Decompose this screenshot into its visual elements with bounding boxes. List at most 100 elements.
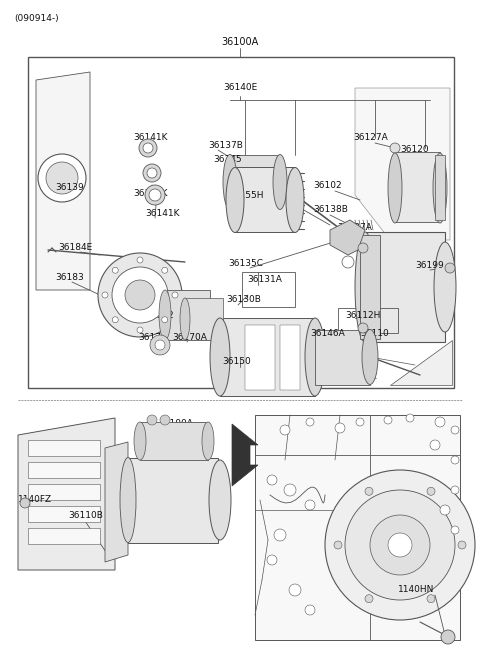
Circle shape (388, 533, 412, 557)
Ellipse shape (433, 153, 447, 223)
Bar (28, 528, 100, 544)
Circle shape (125, 280, 155, 310)
Ellipse shape (120, 457, 136, 542)
Text: 36102: 36102 (313, 181, 342, 191)
Text: 36112H: 36112H (345, 310, 380, 320)
Circle shape (145, 185, 165, 205)
Text: 36120: 36120 (400, 145, 429, 155)
Text: 36141K: 36141K (133, 132, 168, 141)
Circle shape (274, 529, 286, 541)
Text: 36183: 36183 (55, 272, 84, 282)
Text: 36139: 36139 (55, 183, 84, 193)
Circle shape (267, 475, 277, 485)
Bar (315, 330, 370, 385)
Bar (280, 325, 300, 390)
Circle shape (427, 595, 435, 603)
Circle shape (356, 418, 364, 426)
Text: 36110B: 36110B (68, 512, 103, 521)
Ellipse shape (159, 290, 171, 340)
Circle shape (306, 418, 314, 426)
Bar (28, 57, 454, 388)
Text: 36184E: 36184E (58, 244, 92, 252)
Circle shape (365, 487, 373, 495)
Circle shape (390, 143, 400, 153)
Ellipse shape (286, 168, 304, 233)
Circle shape (149, 189, 161, 201)
Polygon shape (355, 88, 450, 240)
Text: 36150: 36150 (222, 358, 251, 367)
Circle shape (445, 263, 455, 273)
Circle shape (102, 292, 108, 298)
Ellipse shape (226, 168, 244, 233)
Circle shape (143, 143, 153, 153)
Ellipse shape (202, 422, 214, 460)
Circle shape (38, 154, 86, 202)
Bar (235, 167, 295, 232)
Circle shape (358, 323, 368, 333)
Text: 36141K: 36141K (145, 208, 180, 217)
Text: 36137B: 36137B (208, 141, 243, 149)
Bar (185, 298, 223, 340)
Circle shape (147, 415, 157, 425)
Circle shape (358, 243, 368, 253)
Circle shape (162, 317, 168, 323)
Ellipse shape (273, 155, 287, 210)
Text: 36137A: 36137A (337, 223, 372, 233)
Circle shape (280, 425, 290, 435)
Circle shape (112, 267, 168, 323)
Bar (245, 325, 275, 390)
Circle shape (345, 490, 455, 600)
Circle shape (284, 484, 296, 496)
Circle shape (458, 541, 466, 549)
Ellipse shape (355, 232, 375, 342)
Text: (090914-): (090914-) (14, 14, 59, 23)
Text: 36155H: 36155H (228, 191, 264, 200)
Circle shape (143, 164, 161, 182)
Circle shape (139, 139, 157, 157)
Polygon shape (330, 220, 365, 255)
Ellipse shape (180, 298, 190, 340)
Circle shape (305, 500, 315, 510)
Ellipse shape (305, 318, 325, 396)
Bar (338, 308, 398, 333)
Ellipse shape (223, 155, 237, 210)
Polygon shape (255, 415, 460, 640)
Circle shape (46, 162, 78, 194)
Circle shape (289, 584, 301, 596)
Circle shape (147, 168, 157, 178)
Polygon shape (18, 418, 115, 570)
Ellipse shape (134, 422, 146, 460)
Text: 36100A: 36100A (221, 37, 259, 47)
Circle shape (112, 267, 118, 273)
Circle shape (342, 256, 354, 268)
Circle shape (160, 415, 170, 425)
Ellipse shape (209, 460, 231, 540)
Polygon shape (232, 424, 258, 486)
Bar (360, 235, 380, 339)
Circle shape (384, 416, 392, 424)
Text: 36146A: 36146A (310, 329, 345, 337)
Text: 36138B: 36138B (313, 206, 348, 214)
Circle shape (430, 440, 440, 450)
Circle shape (365, 595, 373, 603)
Ellipse shape (210, 318, 230, 396)
Circle shape (435, 417, 445, 427)
Circle shape (20, 498, 30, 508)
Bar (220, 318, 315, 396)
Text: 36140E: 36140E (223, 83, 257, 92)
Bar (28, 484, 100, 500)
Text: 1140HN: 1140HN (398, 586, 434, 595)
Circle shape (162, 267, 168, 273)
Circle shape (406, 414, 414, 422)
Bar (230, 155, 280, 210)
Bar (242, 272, 295, 307)
Circle shape (112, 317, 118, 323)
Text: 36131A: 36131A (247, 276, 282, 284)
Bar (165, 290, 210, 340)
Bar (28, 440, 100, 456)
Circle shape (451, 526, 459, 534)
Text: 36199: 36199 (415, 261, 444, 269)
Circle shape (155, 340, 165, 350)
Text: 36135C: 36135C (228, 259, 263, 267)
Text: 36110: 36110 (360, 329, 389, 337)
